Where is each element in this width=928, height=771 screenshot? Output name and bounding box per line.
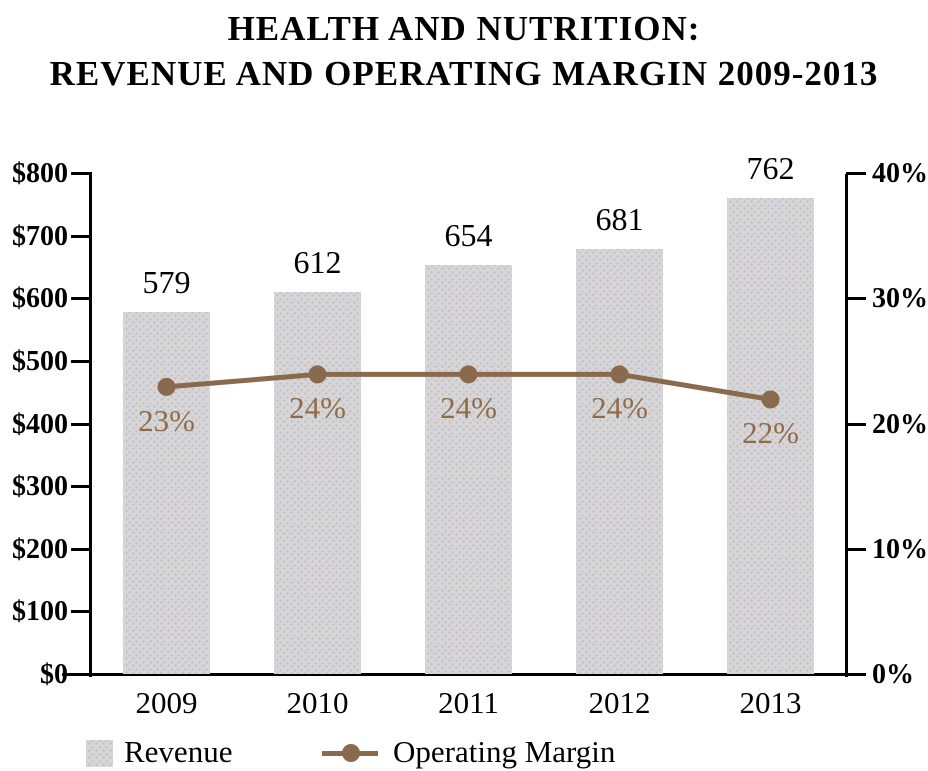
- y-axis-right-tick: [846, 172, 866, 175]
- chart-title-line1: HEALTH AND NUTRITION:: [227, 9, 701, 48]
- x-axis-label-2013: 2013: [739, 685, 802, 720]
- y-axis-right-tick-label: 0%: [872, 659, 914, 690]
- bar-2011: [425, 265, 512, 674]
- y-axis-left-tick: [71, 547, 92, 551]
- y-axis-left-tick: [71, 610, 92, 614]
- y-axis-right-tick: [846, 547, 866, 551]
- y-axis-left-tick-label: $600: [12, 283, 68, 315]
- y-axis-left-tick-label: $800: [12, 158, 68, 189]
- revenue-legend-swatch: [86, 740, 113, 767]
- y-axis-left-tick-label: $400: [12, 408, 68, 440]
- y-axis-right-tick-label: 40%: [872, 158, 928, 189]
- y-axis-left-tick: [71, 297, 92, 301]
- bar-2013: [727, 197, 814, 674]
- y-axis-left-tick-label: $700: [12, 220, 68, 252]
- legend: Revenue Operating Margin: [0, 732, 928, 771]
- y-axis-left: [89, 174, 92, 677]
- bar-value-label-2011: 654: [444, 217, 493, 254]
- y-axis-left-tick: [71, 485, 92, 489]
- y-axis-right-tick-label: 30%: [872, 283, 928, 315]
- y-axis-right: [845, 174, 848, 677]
- x-axis-label-2011: 2011: [438, 685, 499, 720]
- y-axis-left-tick: [71, 422, 92, 426]
- y-axis-left-tick-label: $500: [12, 345, 68, 377]
- bar-value-label-2013: 762: [746, 149, 795, 186]
- bar-2009: [123, 312, 210, 674]
- operating-margin-legend-dot-icon: [342, 744, 360, 762]
- chart-title-line2: REVENUE AND OPERATING MARGIN 2009-2013: [49, 54, 879, 93]
- y-axis-right-tick-label: 10%: [872, 533, 928, 565]
- x-axis-label-2010: 2010: [286, 685, 349, 720]
- operating-margin-label-2012: 24%: [591, 390, 648, 426]
- bar-2012: [576, 248, 663, 674]
- y-axis-right-tick: [846, 422, 866, 426]
- operating-margin-label-2009: 23%: [138, 402, 195, 438]
- chart-title: HEALTH AND NUTRITION: REVENUE AND OPERAT…: [0, 6, 928, 96]
- y-axis-left-tick: [71, 172, 92, 175]
- x-axis-label-2012: 2012: [588, 685, 651, 720]
- x-axis-baseline: [62, 673, 866, 676]
- y-axis-right-tick: [846, 297, 866, 301]
- bar-value-label-2012: 681: [595, 200, 644, 237]
- bar-value-label-2009: 579: [142, 264, 191, 301]
- y-axis-left-tick-label: $300: [12, 471, 68, 503]
- operating-margin-label-2013: 22%: [742, 415, 799, 451]
- operating-margin-legend-label: Operating Margin: [393, 734, 616, 769]
- y-axis-left-tick: [71, 359, 92, 363]
- y-axis-left-tick-label: $0: [40, 659, 68, 690]
- operating-margin-label-2010: 24%: [289, 390, 346, 426]
- y-axis-left-tick: [71, 234, 92, 238]
- y-axis-left-tick-label: $200: [12, 533, 68, 565]
- revenue-legend-label: Revenue: [124, 734, 233, 769]
- x-axis-label-2009: 2009: [135, 685, 198, 720]
- y-axis-right-tick-label: 20%: [872, 408, 928, 440]
- bar-2010: [274, 291, 361, 674]
- operating-margin-label-2011: 24%: [440, 390, 497, 426]
- y-axis-left-tick-label: $100: [12, 596, 68, 628]
- bar-value-label-2010: 612: [293, 243, 342, 280]
